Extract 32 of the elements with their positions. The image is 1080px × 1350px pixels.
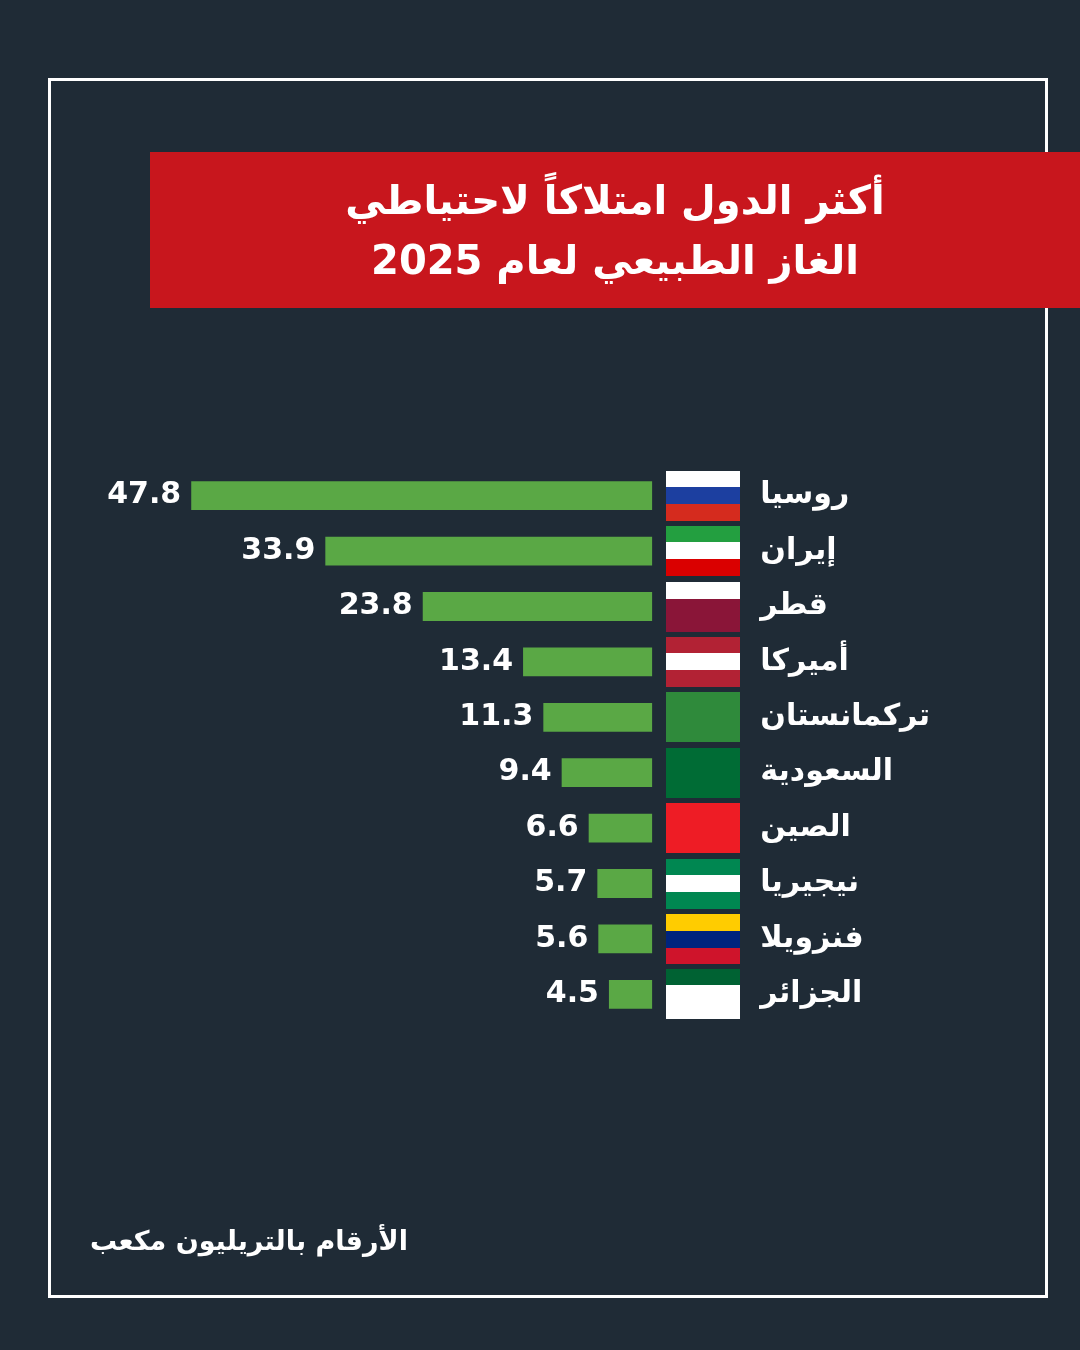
y-tick-label: الجزائر [758, 974, 863, 1010]
data-label: 33.9 [241, 530, 316, 566]
bar [597, 869, 653, 898]
bar [561, 758, 653, 788]
y-tick-label: الصين [760, 807, 851, 843]
bar [191, 481, 653, 511]
y-tick-label: قطر [758, 586, 828, 622]
bar [543, 702, 653, 732]
bar [325, 536, 653, 566]
data-label: 11.3 [459, 697, 534, 733]
data-label: 5.7 [534, 863, 588, 899]
y-tick-label: السعودية [760, 752, 894, 788]
text: الأرقام بالتريليون مكعب [90, 1225, 409, 1256]
y-tick-label: روسيا [760, 475, 850, 512]
y-tick-label: أميركا [760, 639, 849, 677]
bar [608, 979, 653, 1009]
y-tick-label: إيران [760, 530, 837, 567]
data-label: 13.4 [439, 641, 514, 677]
bar [598, 924, 653, 954]
chart-title: أكثر الدول امتلاكاً لاحتياطي الغاز الطبيعي لعام 2025 [344, 171, 886, 286]
data-label: 5.6 [535, 918, 589, 954]
data-label: 9.4 [498, 752, 552, 788]
y-tick-label: تركمانستان [760, 697, 931, 733]
y-tick-label: نيجيريا [760, 863, 859, 899]
data-label: 6.6 [525, 807, 579, 843]
data-label: 23.8 [338, 586, 413, 622]
bar [588, 813, 653, 843]
data-label: 4.5 [545, 974, 599, 1010]
bar [422, 592, 653, 621]
bar [523, 647, 653, 677]
y-tick-label: فنزويلا [760, 918, 864, 955]
data-label: 47.8 [107, 475, 182, 511]
